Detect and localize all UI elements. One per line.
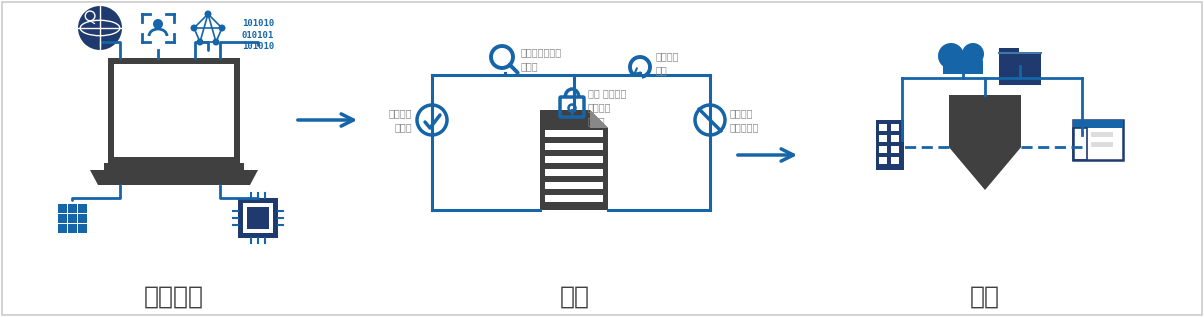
FancyBboxPatch shape	[545, 130, 603, 137]
FancyBboxPatch shape	[67, 204, 77, 213]
Text: アシュアランス
の増加: アシュアランス の増加	[521, 47, 562, 71]
Circle shape	[938, 43, 964, 69]
FancyBboxPatch shape	[545, 169, 603, 176]
Circle shape	[190, 24, 197, 31]
Text: 強制: 強制	[970, 285, 1001, 309]
FancyBboxPatch shape	[114, 64, 234, 157]
Circle shape	[153, 19, 163, 29]
FancyBboxPatch shape	[104, 163, 244, 170]
FancyBboxPatch shape	[247, 207, 268, 229]
FancyBboxPatch shape	[67, 214, 77, 223]
FancyBboxPatch shape	[891, 124, 899, 131]
FancyBboxPatch shape	[879, 146, 887, 153]
Circle shape	[962, 43, 984, 65]
Ellipse shape	[943, 51, 982, 73]
Text: リスクの
修復: リスクの 修復	[656, 51, 679, 75]
FancyBboxPatch shape	[545, 143, 603, 150]
FancyBboxPatch shape	[943, 62, 982, 74]
FancyBboxPatch shape	[67, 224, 77, 233]
FancyBboxPatch shape	[999, 53, 1041, 85]
FancyBboxPatch shape	[78, 224, 87, 233]
Circle shape	[205, 10, 212, 17]
FancyBboxPatch shape	[1091, 142, 1112, 147]
Text: 制限付き
を許可: 制限付き を許可	[389, 108, 412, 132]
FancyBboxPatch shape	[1091, 132, 1112, 137]
Text: 決定: 決定	[560, 285, 590, 309]
Circle shape	[196, 38, 203, 46]
Polygon shape	[90, 170, 258, 185]
FancyBboxPatch shape	[545, 182, 603, 189]
Polygon shape	[541, 110, 608, 210]
FancyBboxPatch shape	[78, 204, 87, 213]
FancyBboxPatch shape	[999, 48, 1019, 56]
FancyBboxPatch shape	[78, 214, 87, 223]
FancyBboxPatch shape	[58, 204, 67, 213]
FancyBboxPatch shape	[891, 146, 899, 153]
Text: 101010
010101
101010: 101010 010101 101010	[242, 19, 275, 51]
Circle shape	[212, 38, 219, 46]
FancyBboxPatch shape	[545, 195, 603, 202]
Circle shape	[85, 11, 95, 21]
Polygon shape	[590, 110, 608, 128]
Circle shape	[78, 6, 122, 50]
FancyBboxPatch shape	[879, 124, 887, 131]
FancyBboxPatch shape	[891, 157, 899, 164]
FancyBboxPatch shape	[243, 203, 273, 233]
FancyBboxPatch shape	[879, 135, 887, 142]
FancyBboxPatch shape	[238, 198, 278, 238]
Text: アクセス
をブロック: アクセス をブロック	[730, 108, 760, 132]
Polygon shape	[949, 95, 1021, 190]
FancyBboxPatch shape	[108, 58, 240, 163]
FancyBboxPatch shape	[545, 156, 603, 163]
FancyBboxPatch shape	[877, 120, 904, 170]
FancyBboxPatch shape	[58, 214, 67, 223]
Text: シグナル: シグナル	[144, 285, 203, 309]
Text: フル アクセス
アクセス
を許可: フル アクセス アクセス を許可	[588, 88, 626, 126]
FancyBboxPatch shape	[879, 157, 887, 164]
FancyBboxPatch shape	[891, 135, 899, 142]
FancyBboxPatch shape	[1073, 120, 1123, 128]
Circle shape	[218, 24, 225, 31]
FancyBboxPatch shape	[1073, 120, 1123, 160]
FancyBboxPatch shape	[58, 224, 67, 233]
